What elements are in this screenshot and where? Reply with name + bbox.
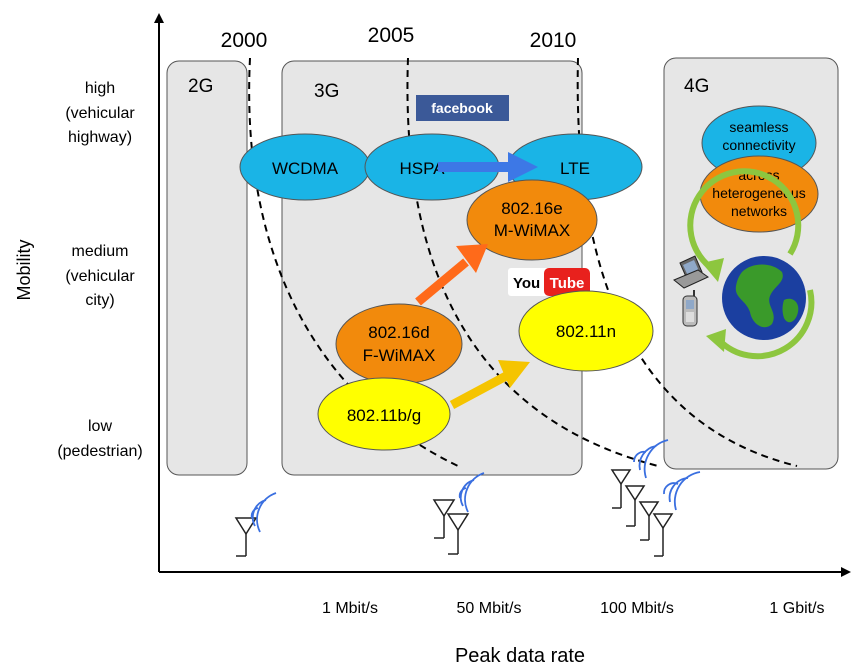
generation-4g-label: 4G <box>684 76 709 97</box>
wimax-e-label-line2: M-WiMAX <box>494 221 570 240</box>
y-level-high-line1: high <box>85 80 115 97</box>
wimax-e-label-line1: 802.16e <box>501 199 562 218</box>
hspa-label: HSPA <box>399 159 445 178</box>
x-tick-1mbps: 1 Mbit/s <box>322 600 378 617</box>
fwimax-to-mwimax-arrow <box>415 244 488 306</box>
x-tick-50mbps: 50 Mbit/s <box>457 600 522 617</box>
y-level-high-line2: (vehicular <box>65 105 135 122</box>
seamless-label-line2: connectivity <box>722 137 795 153</box>
lte-label: LTE <box>560 159 590 178</box>
generation-2g-box <box>166 60 248 476</box>
laptop-icon <box>673 255 710 289</box>
youtube-logo-you: You <box>513 275 540 292</box>
wifi-bg-label: 802.11b/g <box>347 406 421 425</box>
seamless-label-line1: seamless <box>729 119 788 135</box>
generation-2g-label: 2G <box>188 76 213 97</box>
wifi-bg-bubble <box>317 377 451 451</box>
facebook-logo <box>416 95 509 121</box>
y-axis-title: Mobility <box>14 239 34 300</box>
y-level-medium-line1: medium <box>72 243 129 260</box>
generation-3g-label: 3G <box>314 81 339 102</box>
x-tick-1gbps: 1 Gbit/s <box>769 600 824 617</box>
antenna-icon-100mbps <box>610 439 701 557</box>
wcdma-label: WCDMA <box>272 159 339 178</box>
across-label-line3: networks <box>731 203 787 219</box>
y-level-medium-line3: city) <box>85 292 114 309</box>
wimax-e-bubble <box>466 179 598 261</box>
youtube-logo: You Tube <box>508 268 590 296</box>
wimax-d-label-line1: 802.16d <box>368 323 429 342</box>
x-tick-100mbps: 100 Mbit/s <box>600 600 674 617</box>
mobile-phone-icon <box>682 290 698 327</box>
wimax-d-bubble <box>335 303 463 385</box>
facebook-logo-text: facebook <box>431 100 493 116</box>
antenna-icon-1mbps <box>234 492 277 557</box>
wifi-n-bubble <box>518 290 654 372</box>
youtube-logo-tube: Tube <box>550 275 585 292</box>
wifi-n-label: 802.11n <box>556 322 616 341</box>
year-label-2005: 2005 <box>368 24 415 47</box>
year-label-2000: 2000 <box>221 29 268 52</box>
antenna-icon-50mbps <box>432 472 485 555</box>
hspa-to-lte-arrow <box>438 152 538 182</box>
y-level-low-line1: low <box>88 418 112 435</box>
x-axis-title: Peak data rate <box>455 645 585 666</box>
year-label-2010: 2010 <box>530 29 577 52</box>
y-level-medium-line2: (vehicular <box>65 268 135 285</box>
wimax-d-label-line2: F-WiMAX <box>363 346 436 365</box>
y-level-low-line2: (pedestrian) <box>57 443 142 460</box>
globe-cycle-illustration <box>687 168 815 360</box>
wifi-bg-to-n-arrow <box>449 360 530 409</box>
y-level-high-line3: highway) <box>68 129 132 146</box>
